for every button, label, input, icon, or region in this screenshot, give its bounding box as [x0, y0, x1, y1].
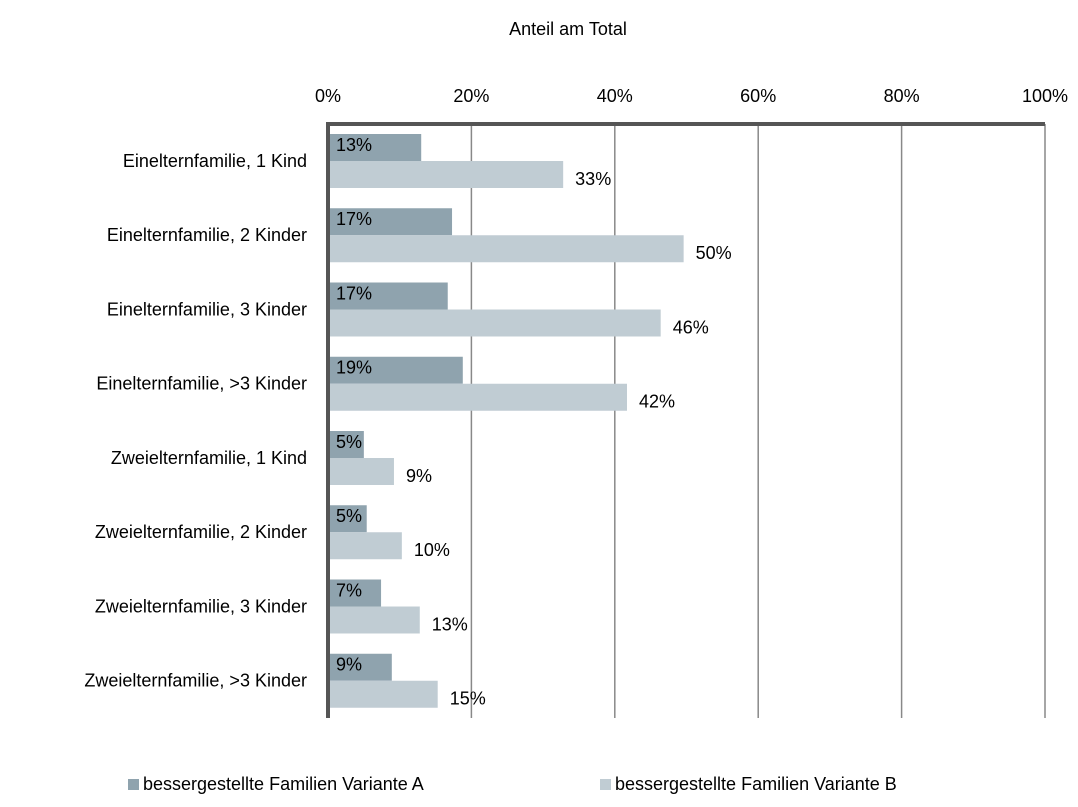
- data-label: 15%: [450, 689, 486, 709]
- data-label: 46%: [673, 317, 709, 337]
- x-tick-label: 0%: [315, 86, 341, 106]
- bar: [328, 431, 364, 458]
- y-tick-label: Einelternfamilie, >3 Kinder: [96, 374, 307, 394]
- bar: [328, 606, 420, 634]
- y-tick-label: Einelternfamilie, 2 Kinder: [107, 225, 307, 245]
- bar: [328, 161, 564, 188]
- y-tick-label: Einelternfamilie, 1 Kind: [123, 151, 307, 171]
- x-tick-label: 80%: [884, 86, 920, 106]
- x-tick-label: 20%: [453, 86, 489, 106]
- bar: [328, 383, 627, 411]
- data-label: 9%: [406, 466, 432, 486]
- data-label: 17%: [336, 209, 372, 229]
- bar: [328, 235, 684, 263]
- axis-title: Anteil am Total: [509, 19, 627, 39]
- data-label: 50%: [696, 243, 732, 263]
- bar: [328, 579, 382, 607]
- legend-label: bessergestellte Familien Variante B: [615, 774, 897, 794]
- x-tick-label: 40%: [597, 86, 633, 106]
- y-tick-label: Zweielternfamilie, 3 Kinder: [95, 596, 307, 616]
- bar: [328, 282, 448, 310]
- bar: [328, 458, 394, 485]
- bar: [328, 653, 392, 681]
- x-tick-label: 100%: [1022, 86, 1068, 106]
- legend-label: bessergestellte Familien Variante A: [143, 774, 424, 794]
- data-label: 10%: [414, 540, 450, 560]
- data-label: 5%: [336, 506, 362, 526]
- bar: [328, 134, 422, 161]
- data-label: 17%: [336, 283, 372, 303]
- bar: [328, 208, 453, 236]
- data-label: 42%: [639, 392, 675, 412]
- data-label: 19%: [336, 358, 372, 378]
- data-label: 13%: [432, 614, 468, 634]
- y-tick-label: Einelternfamilie, 3 Kinder: [107, 299, 307, 319]
- data-label: 5%: [336, 432, 362, 452]
- bar: [328, 309, 661, 337]
- data-label: 7%: [336, 580, 362, 600]
- bar: [328, 532, 402, 560]
- y-tick-label: Zweielternfamilie, 1 Kind: [111, 448, 307, 468]
- bar: [328, 505, 367, 533]
- bar: [328, 356, 463, 384]
- y-tick-label: Zweielternfamilie, >3 Kinder: [84, 671, 307, 691]
- data-label: 13%: [336, 135, 372, 155]
- bar: [328, 680, 438, 708]
- legend-swatch: [600, 779, 611, 790]
- data-label: 33%: [575, 169, 611, 189]
- y-tick-label: Zweielternfamilie, 2 Kinder: [95, 522, 307, 542]
- data-label: 9%: [336, 655, 362, 675]
- x-tick-label: 60%: [740, 86, 776, 106]
- legend-swatch: [128, 779, 139, 790]
